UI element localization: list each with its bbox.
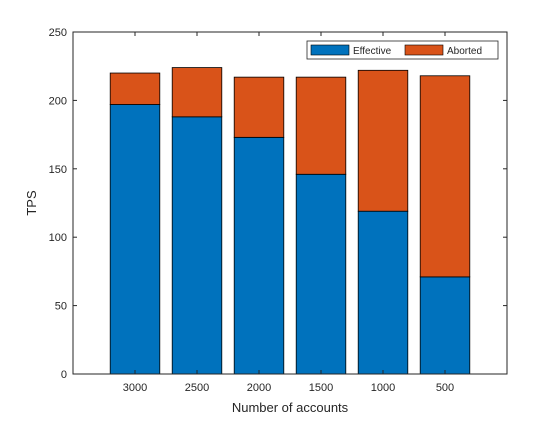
legend-swatch-effective xyxy=(310,44,350,56)
x-axis-ticks: 3000 2500 2000 1500 1000 500 xyxy=(123,32,454,394)
bar-aborted-3000 xyxy=(109,72,161,105)
bar-effective-2500 xyxy=(171,116,223,375)
plot-area-frame xyxy=(72,31,508,375)
y-axis-ticks: 0 50 100 150 200 250 xyxy=(49,27,507,381)
x-tick-label: 2500 xyxy=(185,382,209,394)
y-tick-label: 150 xyxy=(49,164,67,176)
x-tick-label: 1000 xyxy=(371,382,395,394)
y-tick-label: 50 xyxy=(55,301,67,313)
bar-effective-3000 xyxy=(109,104,161,375)
legend-swatch-aborted xyxy=(404,44,444,56)
bar-aborted-2500 xyxy=(171,67,223,118)
bar-aborted-500 xyxy=(419,75,471,278)
bar-aborted-1500 xyxy=(295,76,347,175)
x-tick-label: 500 xyxy=(436,382,454,394)
legend-label-effective: Effective xyxy=(353,46,392,57)
bar-effective-2000 xyxy=(233,136,285,375)
bars-layer xyxy=(109,67,471,375)
legend-label-aborted: Aborted xyxy=(447,46,482,57)
x-tick-label: 1500 xyxy=(309,382,333,394)
bar-effective-500 xyxy=(419,276,471,375)
y-tick-label: 250 xyxy=(49,27,67,39)
x-axis-title: Number of accounts xyxy=(232,400,349,415)
x-tick-label: 3000 xyxy=(123,382,147,394)
bar-aborted-2000 xyxy=(233,76,285,138)
bar-effective-1000 xyxy=(357,210,409,375)
y-axis-title: TPS xyxy=(24,190,39,216)
y-tick-label: 0 xyxy=(61,369,67,381)
legend-box xyxy=(306,40,499,60)
bar-aborted-1000 xyxy=(357,69,409,212)
legend: Effective Aborted xyxy=(306,40,499,60)
bar-effective-1500 xyxy=(295,173,347,375)
y-tick-label: 200 xyxy=(49,95,67,107)
y-tick-label: 100 xyxy=(49,232,67,244)
x-tick-label: 2000 xyxy=(247,382,271,394)
